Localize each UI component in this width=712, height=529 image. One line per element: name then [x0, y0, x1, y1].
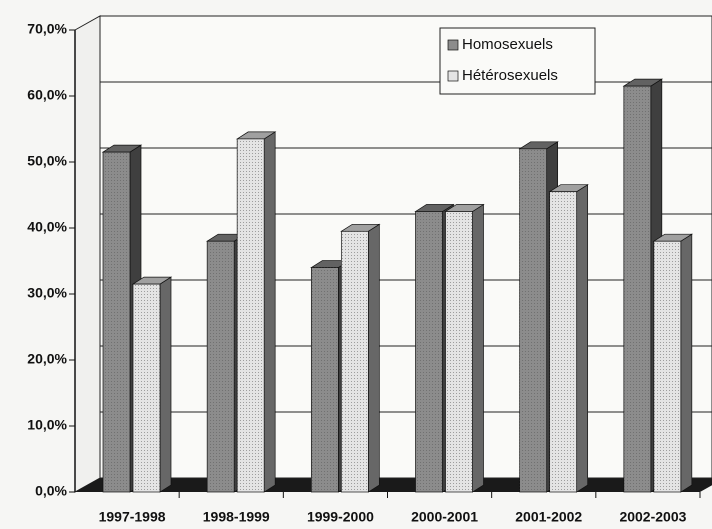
- back-wall: [99, 15, 712, 479]
- side-wall: [74, 15, 101, 493]
- bar-texture: [133, 284, 160, 492]
- y-tick-label: 20,0%: [27, 351, 67, 367]
- bar-texture: [519, 148, 547, 493]
- bar-side: [263, 131, 276, 493]
- bar-texture: [311, 267, 339, 492]
- legend-label: Homosexuels: [462, 36, 553, 53]
- y-tick-label: 40,0%: [27, 219, 67, 235]
- bar-texture: [103, 152, 130, 492]
- bar-texture: [623, 86, 651, 492]
- x-tick-label: 2001-2002: [515, 509, 582, 525]
- bar-texture: [341, 231, 369, 493]
- bar-side: [159, 276, 172, 493]
- y-tick-label: 30,0%: [27, 285, 67, 301]
- x-tick-label: 1999-2000: [307, 509, 374, 525]
- y-tick-label: 0,0%: [35, 483, 67, 499]
- y-tick-label: 70,0%: [27, 21, 67, 37]
- bar-side: [472, 203, 484, 493]
- bar-texture: [549, 191, 577, 492]
- bar-side: [367, 223, 380, 493]
- legend: [439, 27, 596, 95]
- x-tick-label: 1997-1998: [99, 509, 166, 525]
- bar-texture: [653, 241, 681, 492]
- x-tick-label: 2000-2001: [411, 509, 478, 525]
- bar-texture: [445, 211, 473, 492]
- legend-label: Hétérosexuels: [462, 67, 558, 84]
- bar-texture: [207, 241, 235, 492]
- bar-texture: [415, 211, 443, 492]
- y-tick-label: 60,0%: [27, 87, 67, 103]
- y-tick-label: 10,0%: [27, 417, 67, 433]
- x-tick-label: 2002-2003: [619, 509, 686, 525]
- bar-side: [576, 184, 589, 493]
- legend-swatch: [447, 70, 459, 82]
- legend-swatch: [447, 39, 459, 51]
- bar-side: [680, 233, 693, 493]
- bar-texture: [237, 138, 265, 492]
- y-tick-label: 50,0%: [27, 153, 67, 169]
- x-tick-label: 1998-1999: [203, 509, 270, 525]
